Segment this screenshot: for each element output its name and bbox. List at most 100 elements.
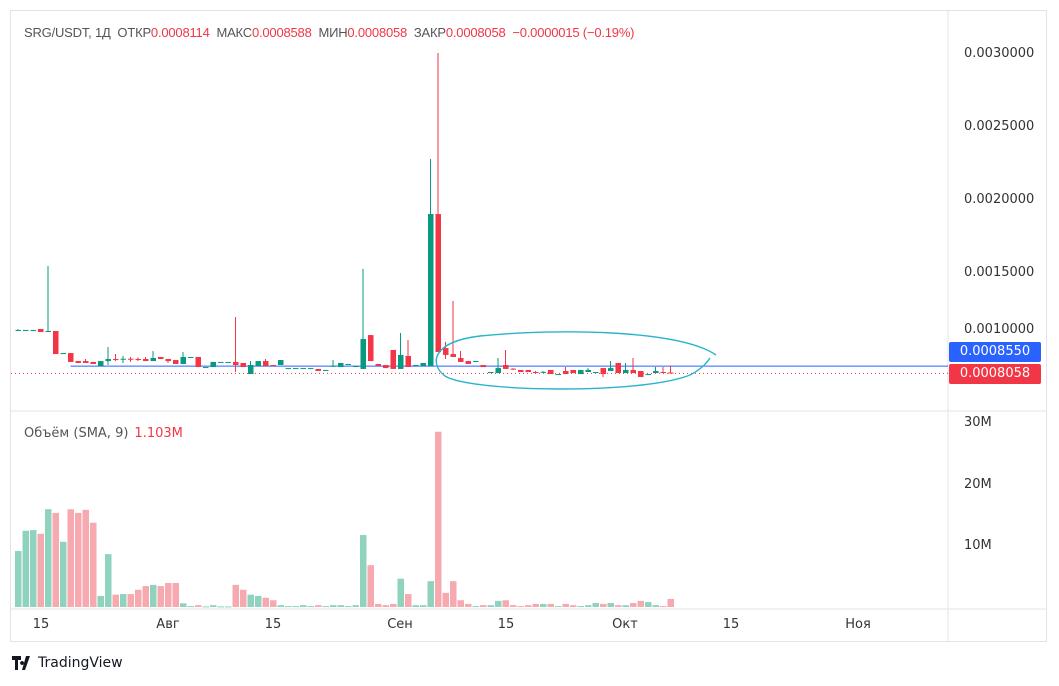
volume-bar	[45, 509, 52, 607]
volume-bar	[15, 551, 22, 607]
candle-body	[533, 372, 539, 374]
candle-body	[173, 360, 179, 364]
candle-body	[225, 361, 231, 363]
low-label: МИН	[318, 25, 348, 40]
volume-bar	[277, 605, 284, 607]
symbol-label[interactable]: SRG/USDT, 1Д	[24, 25, 111, 40]
candle-body	[578, 369, 584, 375]
tradingview-icon	[12, 656, 30, 670]
volume-bar	[345, 606, 352, 608]
volume-legend[interactable]: Объём (SMA, 9) 1.103M	[24, 426, 183, 441]
volume-bar	[255, 595, 262, 607]
volume-bar	[622, 605, 629, 607]
volume-tick: 10M	[964, 538, 992, 553]
volume-bar	[390, 603, 397, 607]
candle-body	[375, 363, 381, 367]
volume-bar	[157, 586, 164, 607]
candle-body	[188, 356, 194, 358]
time-tick: 15	[32, 617, 50, 632]
candle-body	[38, 328, 44, 333]
volume-bar	[457, 600, 464, 607]
price-tick: 0.0025000	[964, 119, 1035, 134]
candle-body	[270, 365, 276, 367]
volume-bar	[427, 581, 434, 607]
volume-bar	[262, 597, 269, 607]
volume-bar	[577, 606, 584, 608]
candle-body	[240, 362, 246, 368]
candle-body	[570, 369, 576, 374]
volume-bar	[607, 603, 614, 607]
volume-bar	[352, 605, 359, 607]
candle-body	[53, 330, 59, 355]
candle-body	[218, 361, 224, 363]
candle-body	[593, 372, 599, 374]
candle-body	[150, 357, 156, 362]
volume-bar	[375, 603, 382, 607]
volume-bar	[82, 509, 89, 607]
volume-bar	[315, 605, 322, 607]
volume-bar	[615, 605, 622, 607]
time-tick: 15	[497, 617, 515, 632]
candle-body	[120, 358, 126, 360]
volume-bar	[240, 589, 247, 607]
candle-body	[195, 356, 201, 368]
price-tick: 0.0010000	[964, 322, 1035, 337]
volume-bar	[172, 583, 179, 607]
candle-body	[608, 368, 614, 371]
candle-body	[585, 369, 591, 373]
candle-body	[285, 368, 291, 370]
volume-bar	[97, 595, 104, 607]
candle-body	[540, 371, 546, 373]
candle-body	[323, 369, 329, 371]
volume-bar	[105, 554, 112, 607]
tradingview-logo[interactable]: TradingView	[12, 655, 123, 671]
candle-body	[645, 374, 651, 376]
volume-bar	[532, 603, 539, 607]
time-tick: Ноя	[845, 617, 871, 632]
time-tick: Авг	[156, 617, 180, 632]
open-label: ОТКР	[117, 25, 151, 40]
volume-bar	[510, 605, 517, 607]
volume-bar	[330, 605, 337, 607]
volume-bar	[337, 605, 344, 607]
volume-bar	[270, 600, 277, 607]
candle-body	[368, 335, 374, 362]
candle-body	[315, 368, 321, 371]
candle-body	[450, 354, 456, 357]
volume-bar	[547, 603, 554, 607]
volume-bar	[660, 606, 667, 608]
volume-bar	[210, 605, 217, 607]
volume-bar	[442, 592, 449, 607]
volume-bar	[555, 606, 562, 608]
candle-body	[600, 368, 606, 375]
volume-tick: 20M	[964, 477, 992, 492]
candle-body	[255, 361, 261, 367]
volume-bar	[300, 605, 307, 607]
candle-body	[405, 355, 411, 368]
hline-price-tag: 0.0008550	[949, 342, 1041, 362]
candle-body	[293, 368, 299, 370]
volume-bar	[592, 603, 599, 607]
candle-body	[488, 372, 494, 374]
volume-bar	[435, 431, 442, 607]
candle-body	[83, 361, 89, 363]
candle-body	[135, 359, 141, 361]
volume-bar	[165, 583, 172, 607]
candle-body	[203, 367, 209, 369]
volume-bar	[30, 530, 37, 607]
volume-bar	[487, 605, 494, 607]
volume-bar	[60, 541, 67, 607]
candle-body	[390, 349, 396, 369]
volume-bar	[405, 594, 412, 607]
volume-bar	[360, 535, 367, 607]
candle-body	[638, 370, 644, 377]
volume-bar	[187, 606, 194, 608]
candle-body	[248, 365, 254, 375]
candle-body	[653, 370, 659, 374]
volume-bar	[600, 603, 607, 607]
volume-bar	[75, 512, 82, 607]
candle-body	[660, 372, 666, 374]
volume-bar	[502, 600, 509, 607]
chart-frame[interactable]	[10, 10, 1047, 642]
